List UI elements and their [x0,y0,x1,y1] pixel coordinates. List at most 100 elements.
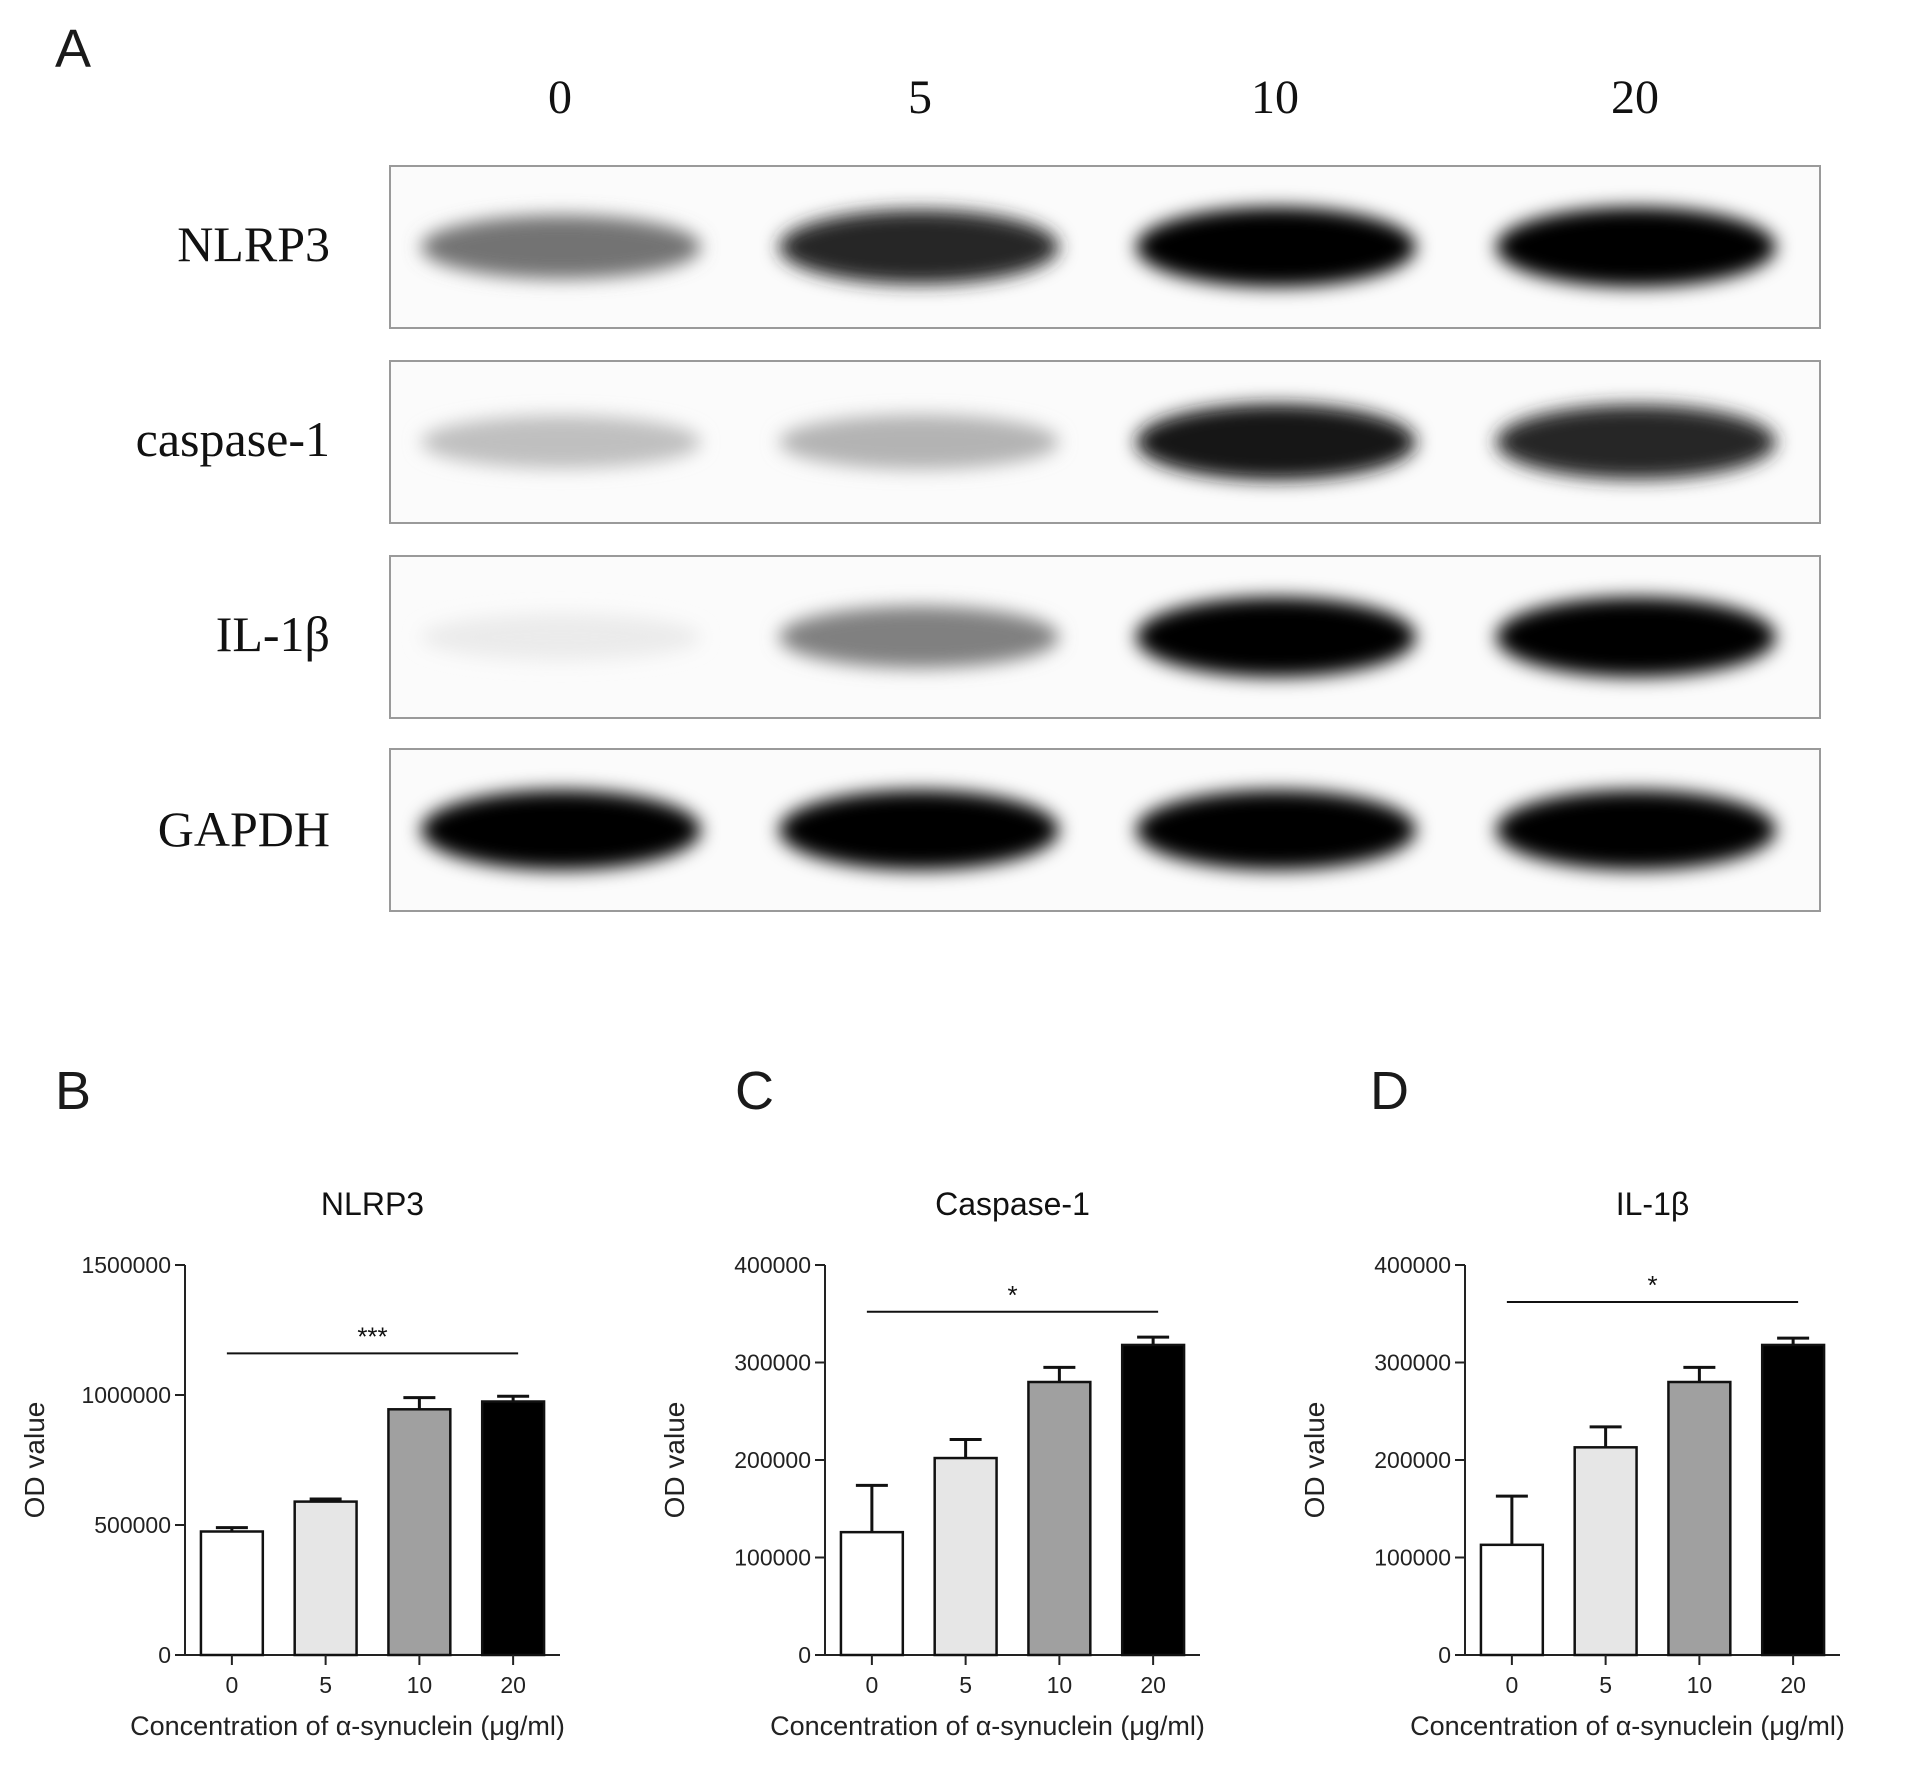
x-axis-label: Concentration of α-synuclein (μg/ml) [770,1711,1205,1740]
y-tick-label: 100000 [1374,1545,1451,1571]
bar-chart-caspase-1: Caspase-1 0 100000 200000 300000 400000 OD val… [659,1186,1205,1740]
blot-band-caspase-1-lane-2 [1136,403,1416,481]
blot-band-gapdh-lane-3 [1496,790,1776,870]
bar-chart-il-1b: IL-1β 0 100000 200000 300000 400000 OD value 0 5… [1299,1186,1845,1740]
chart-title: Caspase-1 [935,1186,1090,1222]
x-tick-label: 5 [1599,1672,1612,1698]
x-axis-label: Concentration of α-synuclein (μg/ml) [130,1711,565,1740]
blot-band-il-1--lane-1 [779,606,1059,668]
panel-letter-a: A [55,19,92,79]
blot-bands-caspase-1 [421,403,1776,481]
error-bar-5 [309,1497,342,1502]
y-axis-label: OD value [19,1402,50,1519]
bar-20 [1760,1343,1826,1657]
concentration-label-10: 10 [1251,71,1299,124]
error-bar-20 [1777,1336,1810,1345]
blot-strip-caspase-1 [389,360,1821,524]
panel-letter-b: B [55,1061,92,1121]
blot-band-il-1--lane-3 [1496,597,1776,677]
bar-chart-nlrp3: NLRP3 0 500000 1000000 1500000 OD value 0 5 10 20… [19,1186,565,1740]
x-tick-label: 10 [407,1672,433,1698]
blot-band-gapdh-lane-1 [779,790,1059,870]
bar-20 [1120,1343,1186,1657]
error-bar-0 [1495,1494,1528,1545]
panel-letter-c: C [735,1061,774,1121]
significance-marker: * [1647,1270,1657,1300]
blot-band-il-1--lane-2 [1136,597,1416,677]
blot-band-caspase-1-lane-0 [421,415,701,469]
blot-row-label-gapdh: GAPDH [157,801,330,857]
blot-strip-gapdh [389,748,1821,912]
y-tick-label: 100000 [734,1545,811,1571]
x-tick-label: 0 [865,1672,878,1698]
x-tick-label: 10 [1687,1672,1713,1698]
x-tick-label: 5 [319,1672,332,1698]
bar-0 [199,1530,265,1657]
error-bar-10 [1683,1365,1716,1382]
x-tick-label: 0 [225,1672,238,1698]
blot-bands-il-1b [421,597,1776,677]
error-bar-10 [1043,1365,1076,1382]
blot-band-gapdh-lane-2 [1136,790,1416,870]
x-tick-label: 20 [1780,1672,1806,1698]
y-tick-label: 0 [1438,1642,1451,1668]
y-tick-label: 1000000 [81,1382,171,1408]
y-axis-label: OD value [659,1402,690,1519]
blot-bands-gapdh [421,790,1776,870]
x-tick-label: 20 [1140,1672,1166,1698]
panel-letter-d: D [1370,1061,1409,1121]
error-bar-0 [855,1483,888,1533]
significance-marker: * [1007,1280,1017,1310]
error-bar-5 [1589,1425,1622,1448]
x-tick-label: 20 [500,1672,526,1698]
bar-10 [387,1408,452,1657]
concentration-label-5: 5 [908,71,932,124]
y-tick-label: 1500000 [81,1252,171,1278]
y-tick-label: 200000 [734,1447,811,1473]
y-tick-label: 0 [798,1642,811,1668]
x-tick-label: 5 [959,1672,972,1698]
blot-band-caspase-1-lane-3 [1496,404,1776,480]
blot-band-nlrp3-lane-3 [1496,207,1776,287]
blot-band-nlrp3-lane-2 [1136,207,1416,287]
y-tick-label: 500000 [94,1512,171,1538]
blot-row-label-il-1b: IL-1β [215,606,330,662]
bar-5 [1573,1446,1638,1657]
y-tick-label: 0 [158,1642,171,1668]
x-tick-label: 0 [1505,1672,1518,1698]
error-bar-10 [403,1396,436,1410]
blot-band-nlrp3-lane-1 [779,209,1059,285]
blot-bands-nlrp3 [421,207,1776,287]
blot-strip-nlrp3 [389,165,1821,329]
blot-band-nlrp3-lane-0 [421,215,701,279]
y-tick-label: 300000 [1374,1350,1451,1376]
error-bar-5 [949,1438,982,1459]
blot-band-gapdh-lane-0 [421,790,701,870]
concentration-label-0: 0 [548,71,572,124]
blot-row-label-caspase-1: caspase-1 [135,411,330,467]
y-tick-label: 200000 [1374,1447,1451,1473]
y-axis-label: OD value [1299,1402,1330,1519]
bar-5 [933,1456,998,1657]
blot-band-il-1--lane-0 [421,613,701,661]
significance-marker: *** [357,1321,387,1351]
bar-20 [480,1400,546,1657]
bar-10 [1027,1380,1092,1657]
blot-band-caspase-1-lane-1 [779,414,1059,470]
bar-10 [1667,1380,1732,1657]
chart-title: NLRP3 [321,1186,424,1222]
chart-title: IL-1β [1616,1186,1690,1222]
bar-5 [293,1500,358,1657]
y-tick-label: 300000 [734,1350,811,1376]
bar-0 [839,1530,905,1657]
blot-strip-il-1b [389,555,1821,719]
error-bar-0 [215,1526,248,1532]
y-tick-label: 400000 [734,1252,811,1278]
error-bar-20 [1137,1335,1170,1345]
concentration-label-20: 20 [1611,71,1659,124]
y-tick-label: 400000 [1374,1252,1451,1278]
bar-0 [1479,1543,1545,1657]
x-axis-label: Concentration of α-synuclein (μg/ml) [1410,1711,1845,1740]
error-bar-20 [497,1394,530,1402]
x-tick-label: 10 [1047,1672,1073,1698]
